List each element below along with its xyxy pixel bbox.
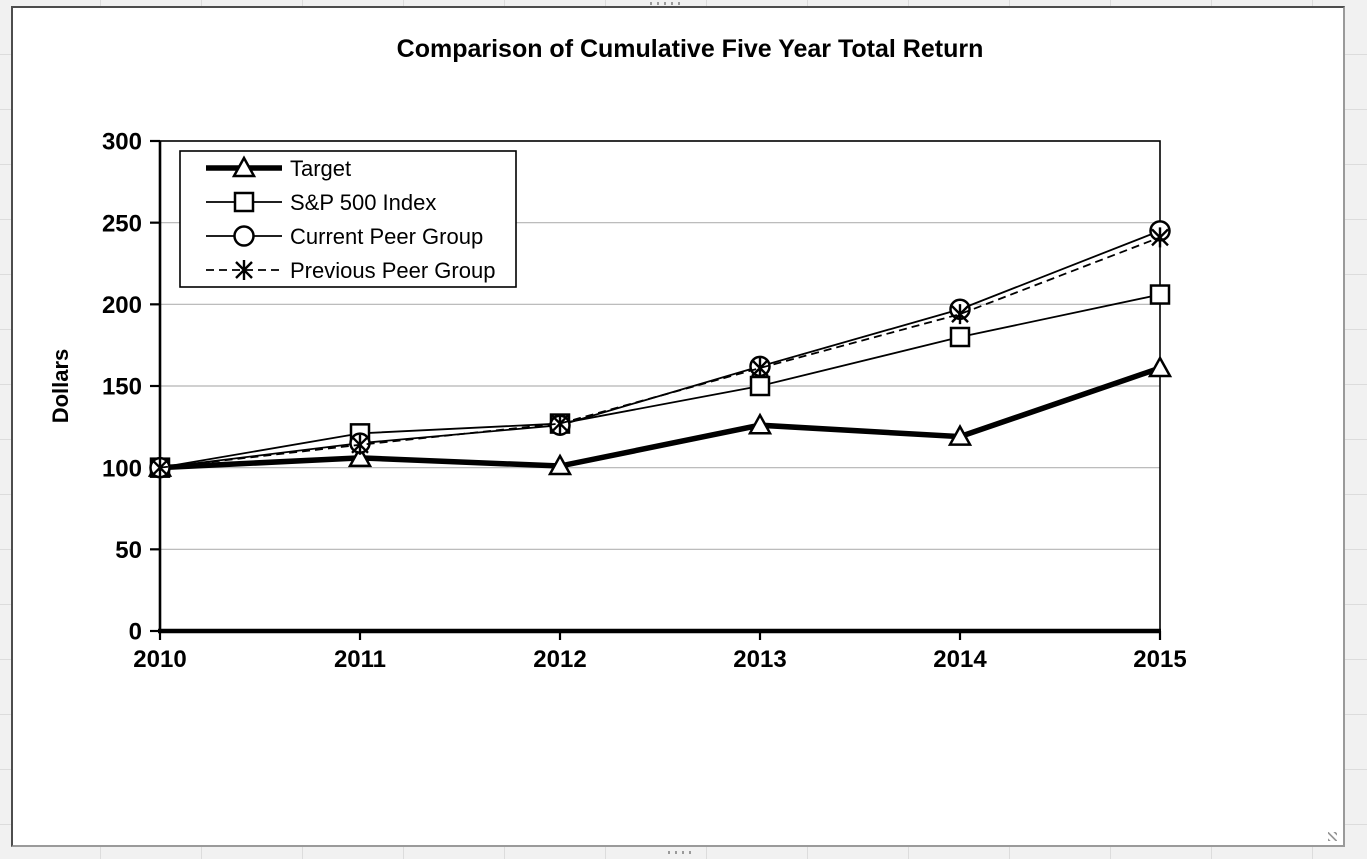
asterisk-marker xyxy=(951,304,969,325)
legend-item: Current Peer Group xyxy=(206,224,483,249)
axes xyxy=(150,139,1162,640)
y-tick-label: 250 xyxy=(102,210,142,237)
x-tick-label: 2010 xyxy=(133,646,186,673)
legend-label: Previous Peer Group xyxy=(290,258,495,283)
triangle-marker xyxy=(231,155,257,178)
asterisk-marker xyxy=(151,457,169,478)
chart-object[interactable] xyxy=(11,6,1345,847)
data-series xyxy=(147,220,1173,479)
triangle-marker xyxy=(747,412,773,435)
triangle-marker xyxy=(547,453,573,476)
legend-label: Current Peer Group xyxy=(290,224,483,249)
chart-title: Comparison of Cumulative Five Year Total… xyxy=(397,35,984,63)
asterisk-marker xyxy=(1151,227,1169,248)
legend-item: Previous Peer Group xyxy=(206,258,495,283)
legend-item: Target xyxy=(206,155,351,181)
legend-item: S&P 500 Index xyxy=(206,190,436,215)
series-line-target xyxy=(159,365,1161,471)
x-tick-label: 2014 xyxy=(933,646,987,673)
asterisk-marker xyxy=(351,434,369,455)
x-tick-label: 2012 xyxy=(533,646,586,673)
series-line-s-p-500-index xyxy=(159,293,1161,469)
y-axis-title: Dollars xyxy=(48,349,73,424)
square-marker xyxy=(949,326,971,348)
x-tick-label: 2013 xyxy=(733,646,786,673)
triangle-marker xyxy=(1147,355,1173,378)
asterisk-marker xyxy=(235,260,253,280)
series-line-previous-peer-group xyxy=(159,236,1161,469)
square-marker xyxy=(749,375,771,397)
gridlines xyxy=(160,222,1160,550)
series-line-current-peer-group xyxy=(159,229,1161,469)
y-tick-label: 50 xyxy=(115,537,142,564)
y-tick-label: 300 xyxy=(102,129,142,156)
square-marker xyxy=(1149,284,1171,305)
y-tick-label: 0 xyxy=(129,619,142,646)
triangle-marker xyxy=(947,424,973,446)
series-target xyxy=(147,355,1173,477)
resize-handle-icon[interactable] xyxy=(1328,832,1337,841)
circle-marker xyxy=(233,225,255,247)
x-tick-labels: 2010 2011 2012 2013 2014 2015 xyxy=(133,646,1186,673)
series-previous-peer-group xyxy=(151,227,1169,478)
sheet-artifact-top xyxy=(650,2,680,5)
legend: Target S&P 500 Index Current Peer Group Pre… xyxy=(179,150,517,288)
triangle-marker xyxy=(347,445,373,468)
square-marker xyxy=(233,191,255,213)
y-tick-label: 200 xyxy=(102,292,142,319)
y-tick-label: 150 xyxy=(102,374,142,401)
y-tick-label: 100 xyxy=(102,455,142,482)
asterisk-marker xyxy=(751,358,769,379)
x-tick-label: 2011 xyxy=(334,646,386,673)
legend-label: Target xyxy=(290,156,351,181)
asterisk-marker xyxy=(551,413,569,434)
y-tick-labels: 0 50 100 150 200 250 300 xyxy=(102,129,142,646)
x-tick-label: 2015 xyxy=(1133,646,1186,673)
sheet-artifact-bottom xyxy=(668,851,696,854)
legend-label: S&P 500 Index xyxy=(290,190,436,215)
